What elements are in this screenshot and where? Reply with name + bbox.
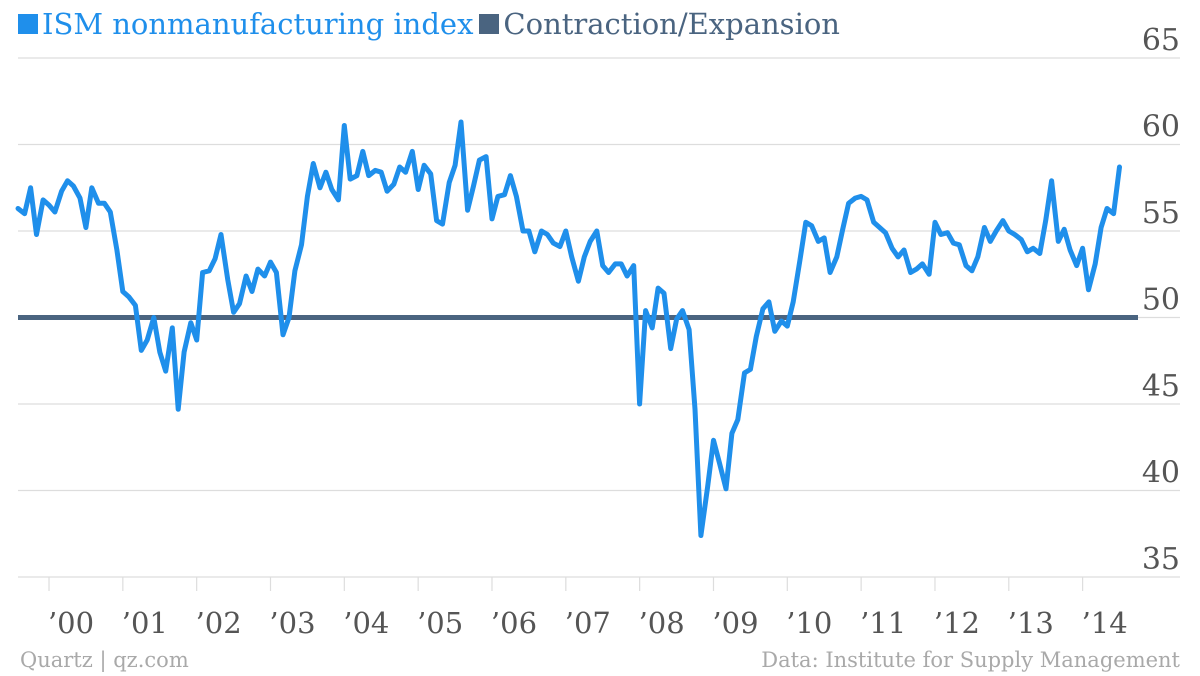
x-tick-label-2: ’02 xyxy=(196,606,242,640)
legend-label-ism: ISM nonmanufacturing index xyxy=(42,7,474,41)
y-tick-label-65: 65 xyxy=(1142,23,1180,58)
y-tick-label-50: 50 xyxy=(1142,283,1180,318)
x-tick-label-10: ’10 xyxy=(786,606,832,640)
x-tick-label-0: ’00 xyxy=(48,606,94,640)
legend-label-threshold: Contraction/Expansion xyxy=(503,7,840,41)
x-tick-label-8: ’08 xyxy=(639,606,685,640)
footer-source: Quartz | qz.com xyxy=(20,648,189,672)
footer-credit: Data: Institute for Supply Management xyxy=(761,648,1180,672)
chart-legend: ISM nonmanufacturing index Contraction/E… xyxy=(18,4,840,44)
legend-swatch-threshold xyxy=(479,14,500,34)
x-tick-label-7: ’07 xyxy=(565,606,611,640)
x-tick-label-3: ’03 xyxy=(269,606,315,640)
y-tick-label-35: 35 xyxy=(1142,542,1180,577)
x-tick-label-5: ’05 xyxy=(417,606,463,640)
x-tick-label-14: ’14 xyxy=(1082,606,1128,640)
y-tick-label-45: 45 xyxy=(1142,369,1180,404)
x-tick-label-1: ’01 xyxy=(122,606,168,640)
x-tick-label-13: ’13 xyxy=(1008,606,1054,640)
legend-item-threshold: Contraction/Expansion xyxy=(479,7,840,41)
legend-swatch-ism xyxy=(18,14,38,34)
y-tick-label-40: 40 xyxy=(1142,456,1180,491)
x-tick-label-4: ’04 xyxy=(343,606,389,640)
series-line-ism xyxy=(15,119,1122,538)
x-tick-label-11: ’11 xyxy=(860,606,906,640)
y-tick-label-60: 60 xyxy=(1142,110,1180,145)
x-tick-label-12: ’12 xyxy=(934,606,980,640)
legend-item-ism: ISM nonmanufacturing index xyxy=(18,7,473,41)
y-tick-label-55: 55 xyxy=(1142,196,1180,231)
x-tick-label-6: ’06 xyxy=(491,606,537,640)
x-tick-label-9: ’09 xyxy=(712,606,758,640)
